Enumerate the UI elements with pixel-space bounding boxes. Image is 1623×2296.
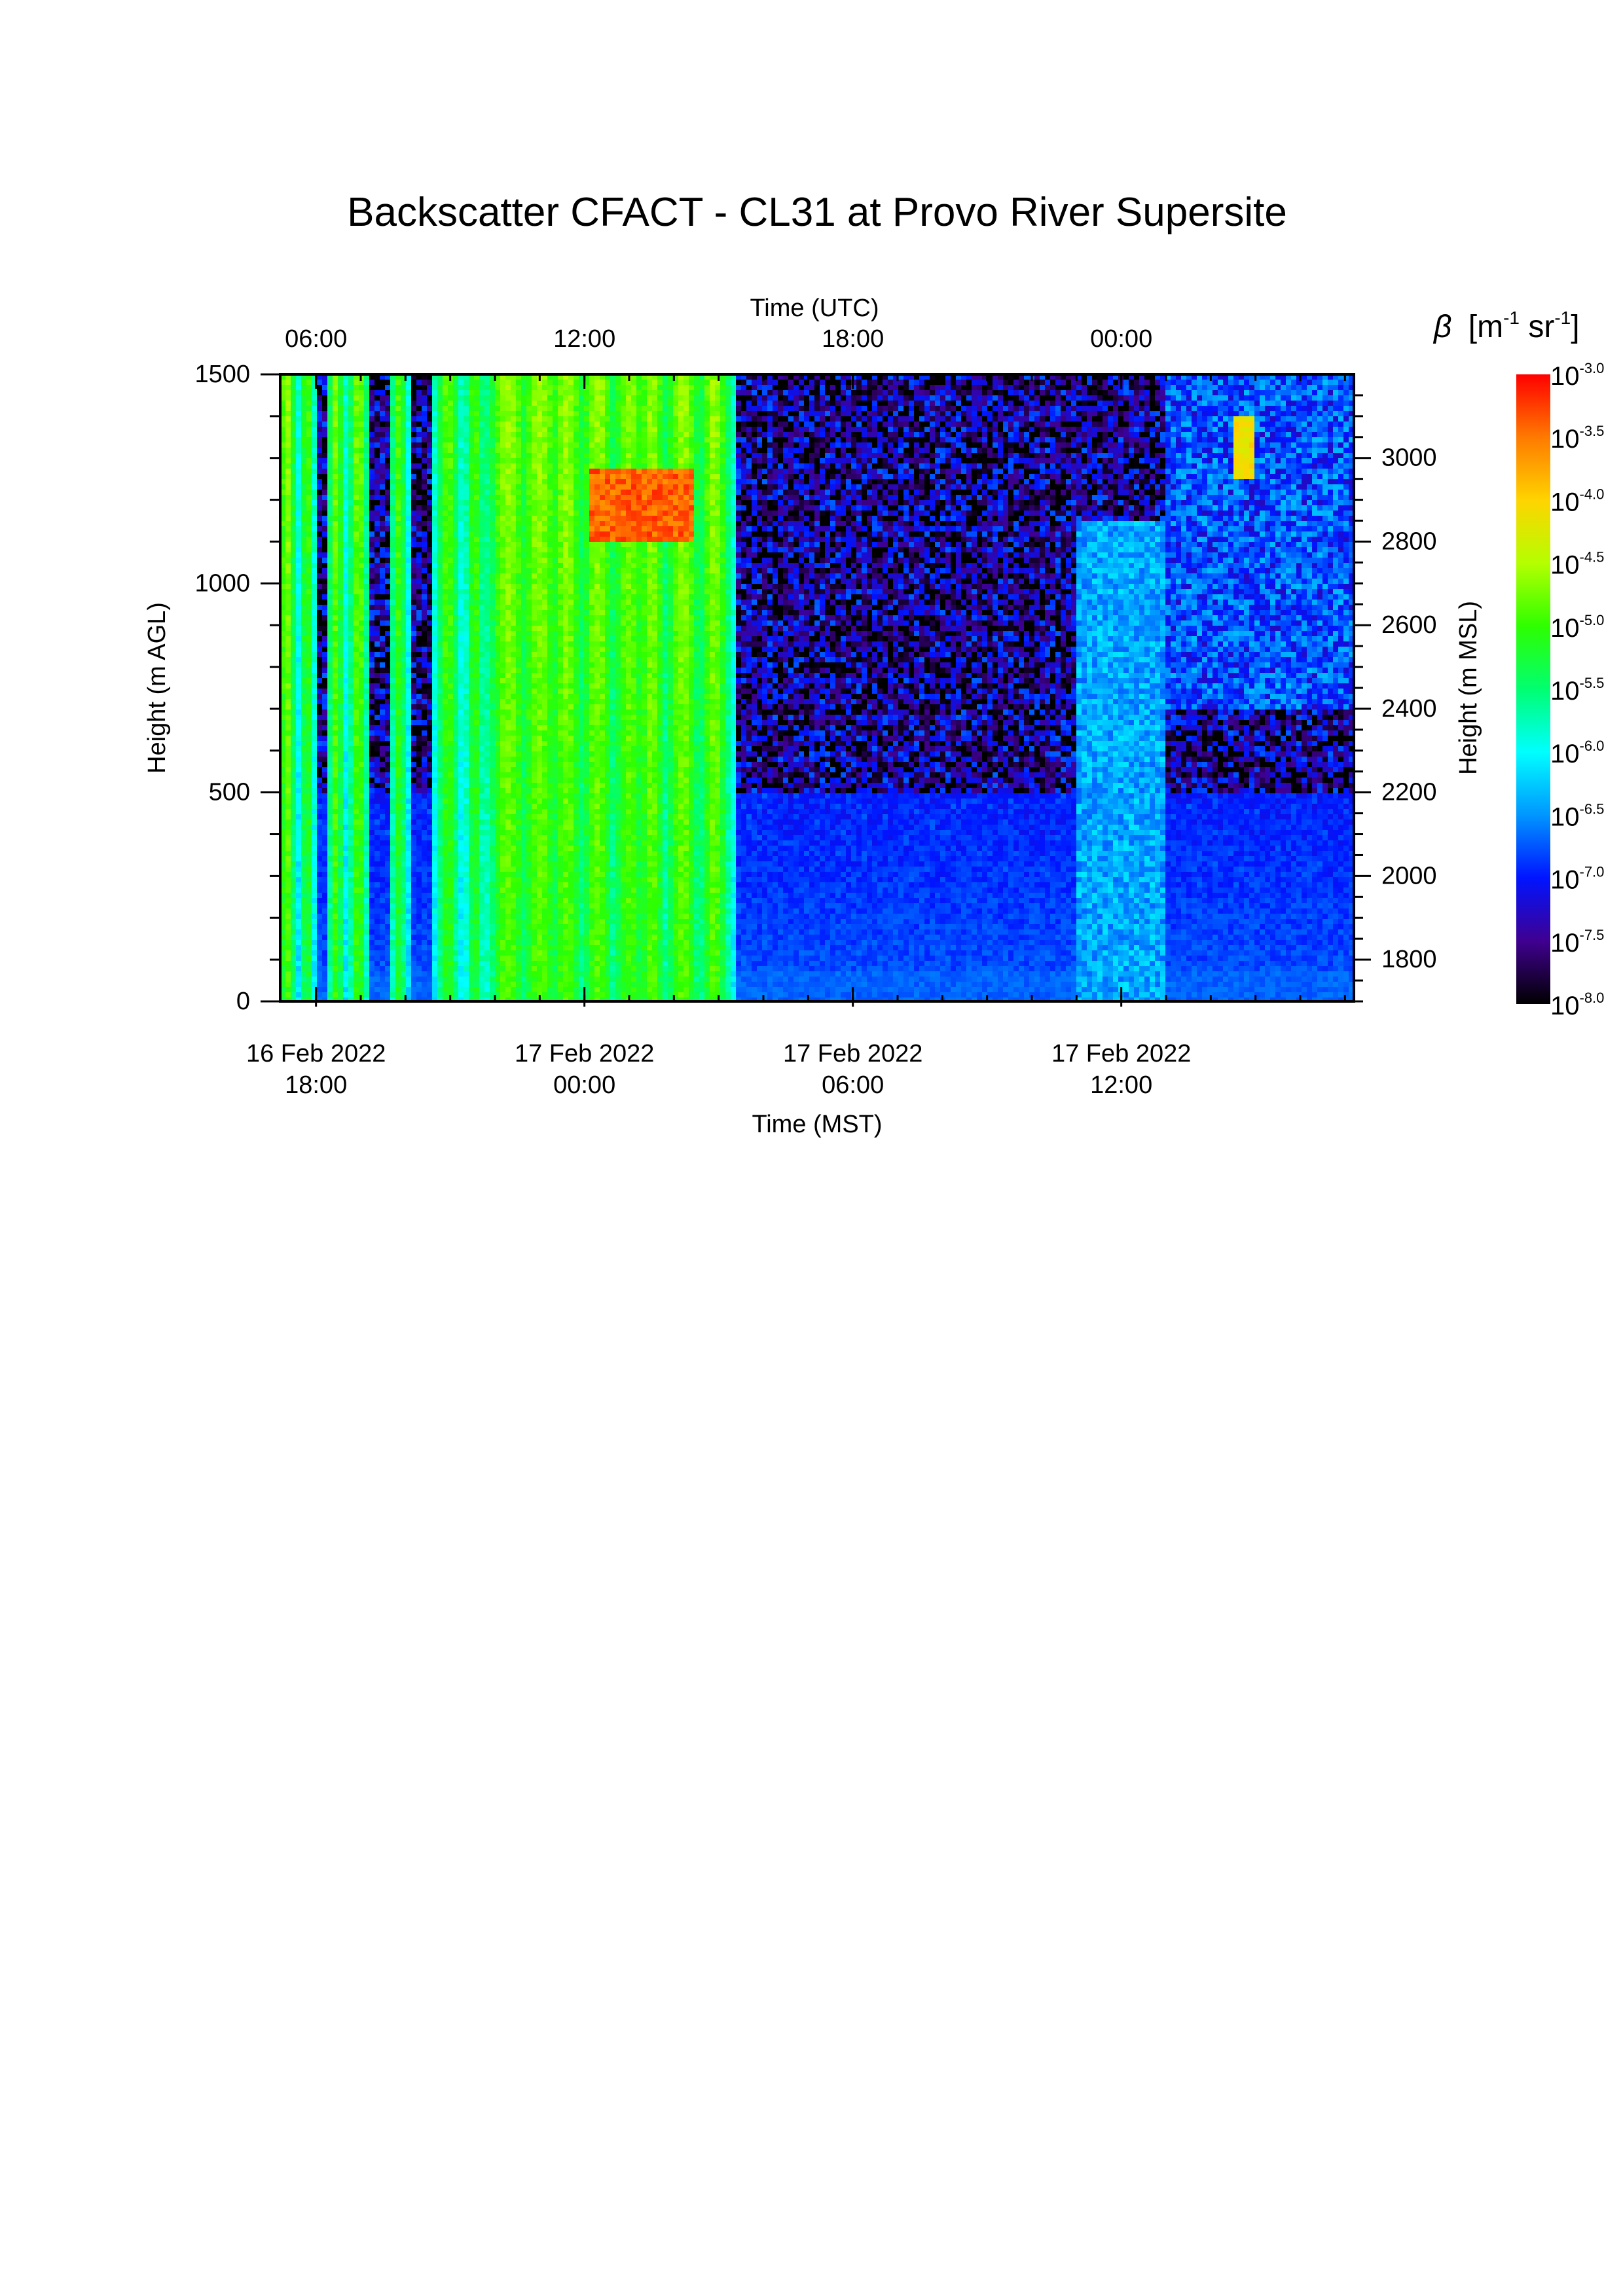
x-bottom-tick-date: 17 Feb 2022 [1051,1040,1191,1067]
colorbar-tick-base: 10 [1550,802,1580,831]
backscatter-heatmap [280,374,1355,1003]
x-bottom-tick-date: 16 Feb 2022 [246,1040,386,1067]
colorbar-tick-base: 10 [1550,740,1580,768]
x-top-tick-label: 12:00 [553,325,615,353]
colorbar-tick-exponent: -8.0 [1580,990,1605,1006]
colorbar-tick-exponent: -3.5 [1580,423,1605,439]
x-bottom-tick-time: 12:00 [1090,1071,1152,1099]
y-right-tick-label: 2800 [1381,528,1437,555]
x-top-tick-label: 00:00 [1090,325,1152,353]
colorbar-tick-base: 10 [1550,992,1580,1020]
colorbar [1516,374,1550,1004]
colorbar-tick-exponent: -7.0 [1580,864,1605,880]
y-right-tick-label: 3000 [1381,444,1437,472]
colorbar-tick-base: 10 [1550,551,1580,580]
colorbar-tick-exponent: -7.5 [1580,927,1605,943]
y-left-axis-label: Height (m AGL) [143,602,171,774]
x-top-tick-label: 18:00 [822,325,884,353]
y-right-tick-label: 2600 [1381,611,1437,639]
y-right-tick-label: 2000 [1381,862,1437,889]
colorbar-tick-exponent: -4.5 [1580,549,1605,565]
colorbar-tick-label: 10-6.5 [1550,800,1604,831]
colorbar-tick-exponent: -4.0 [1580,486,1605,502]
x-bottom-axis-label: Time (MST) [752,1111,882,1138]
colorbar-tick-base: 10 [1550,929,1580,958]
colorbar-tick-label: 10-4.0 [1550,486,1604,516]
x-top-axis-label: Time (UTC) [750,295,879,322]
colorbar-symbol: β [1432,310,1451,344]
y-right-tick-label: 1800 [1381,946,1437,973]
x-top-tick-label: 06:00 [285,325,347,353]
colorbar-tick-label: 10-5.0 [1550,612,1604,643]
colorbar-label: β [m-1 sr-1] [1432,308,1580,344]
x-bottom-tick-time: 06:00 [822,1071,884,1099]
colorbar-tick-exponent: -6.0 [1580,738,1605,754]
colorbar-unit-sup: -1 [1503,308,1520,328]
colorbar-unit-part: ] [1571,310,1579,344]
colorbar-tick-base: 10 [1550,362,1580,391]
y-right-tick-label: 2400 [1381,695,1437,723]
colorbar-tick-label: 10-6.0 [1550,738,1604,768]
y-left-tick-label: 500 [209,779,250,806]
colorbar-tick-base: 10 [1550,425,1580,454]
colorbar-tick-base: 10 [1550,677,1580,706]
y-right-tick-label: 2200 [1381,779,1437,806]
x-bottom-tick-time: 00:00 [553,1071,615,1099]
colorbar-unit-sup: -1 [1554,308,1571,328]
y-left-tick-label: 0 [236,988,250,1015]
y-right-axis-label: Height (m MSL) [1455,601,1482,775]
colorbar-unit-part: [m [1468,310,1503,344]
colorbar-tick-label: 10-8.0 [1550,990,1604,1020]
colorbar-tick-exponent: -3.0 [1580,360,1605,376]
colorbar-tick-label: 10-7.0 [1550,864,1604,895]
colorbar-tick-base: 10 [1550,866,1580,895]
colorbar-tick-label: 10-3.5 [1550,423,1604,454]
colorbar-tick-label: 10-4.5 [1550,549,1604,580]
colorbar-tick-label: 10-5.5 [1550,675,1604,706]
y-left-tick-label: 1500 [194,361,250,388]
colorbar-tick-exponent: -5.5 [1580,675,1605,691]
colorbar-tick-base: 10 [1550,488,1580,516]
colorbar-unit-part: sr [1520,310,1554,344]
y-left-tick-label: 1000 [194,569,250,597]
x-bottom-tick-date: 17 Feb 2022 [515,1040,654,1067]
colorbar-tick-base: 10 [1550,614,1580,643]
chart-title: Backscatter CFACT - CL31 at Provo River … [347,190,1287,235]
colorbar-tick-label: 10-3.0 [1550,360,1604,391]
x-bottom-tick-date: 17 Feb 2022 [783,1040,922,1067]
colorbar-tick-exponent: -5.0 [1580,612,1605,628]
colorbar-tick-exponent: -6.5 [1580,800,1605,817]
colorbar-tick-labels: 10-3.010-3.510-4.010-4.510-5.010-5.510-6… [1550,360,1604,1020]
colorbar-tick-label: 10-7.5 [1550,927,1604,958]
x-bottom-tick-time: 18:00 [285,1071,347,1099]
